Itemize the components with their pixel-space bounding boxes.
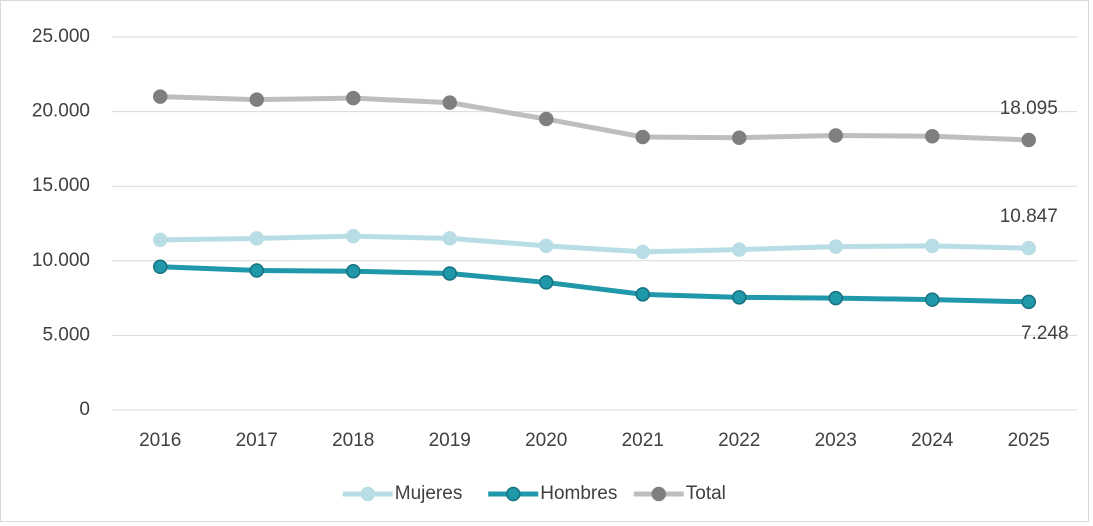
data-point	[249, 92, 264, 107]
legend-marker	[651, 486, 666, 502]
data-point	[153, 89, 168, 104]
data-point	[346, 228, 361, 244]
legend-marker	[360, 486, 375, 502]
data-point	[539, 275, 554, 290]
data-point	[925, 292, 940, 307]
data-point	[732, 242, 747, 257]
data-label: 18.095	[1000, 98, 1058, 119]
data-point	[346, 90, 361, 106]
y-tick-label: 20.000	[32, 101, 90, 122]
x-tick-label: 2018	[332, 430, 374, 451]
data-point	[153, 259, 168, 275]
data-point	[732, 130, 747, 145]
data-label: 7.248	[1021, 323, 1069, 344]
x-tick-label: 2022	[718, 430, 760, 451]
data-point	[1021, 240, 1036, 256]
x-tick-label: 2020	[525, 430, 567, 451]
y-tick-label: 10.000	[32, 250, 90, 271]
legend-label: Mujeres	[395, 483, 463, 504]
legend-label: Total	[686, 483, 726, 504]
data-point	[828, 239, 843, 254]
data-point	[346, 263, 361, 279]
data-point	[539, 238, 554, 254]
data-point	[828, 290, 843, 306]
x-tick-label: 2017	[236, 430, 278, 451]
series-line	[160, 94, 1029, 143]
x-tick-label: 2024	[911, 430, 954, 451]
data-point	[732, 290, 747, 305]
data-point	[249, 263, 264, 278]
data-point	[442, 95, 457, 110]
legend-marker	[506, 486, 521, 502]
data-point	[249, 231, 264, 246]
data-point	[635, 287, 650, 302]
data-point	[1021, 294, 1036, 310]
x-tick-label: 2025	[1008, 430, 1050, 451]
data-point	[442, 266, 457, 281]
data-point	[635, 244, 650, 260]
data-point	[635, 129, 650, 145]
data-point	[828, 128, 843, 143]
data-label: 10.847	[1000, 206, 1058, 227]
series-line	[160, 264, 1029, 305]
x-tick-label: 2023	[815, 430, 857, 451]
y-tick-label: 25.000	[32, 26, 90, 47]
data-point	[539, 111, 554, 127]
x-tick-label: 2016	[139, 430, 181, 451]
data-point	[1021, 132, 1036, 148]
data-point	[153, 232, 168, 248]
y-tick-label: 15.000	[32, 175, 90, 196]
data-point	[925, 238, 940, 254]
data-point	[925, 128, 940, 144]
series-line	[160, 233, 1029, 255]
data-point	[442, 231, 457, 246]
legend-label: Hombres	[540, 483, 617, 504]
x-tick-label: 2021	[622, 430, 664, 451]
y-tick-label: 0	[79, 399, 90, 420]
x-tick-label: 2019	[429, 430, 471, 451]
y-tick-label: 5.000	[42, 324, 90, 345]
